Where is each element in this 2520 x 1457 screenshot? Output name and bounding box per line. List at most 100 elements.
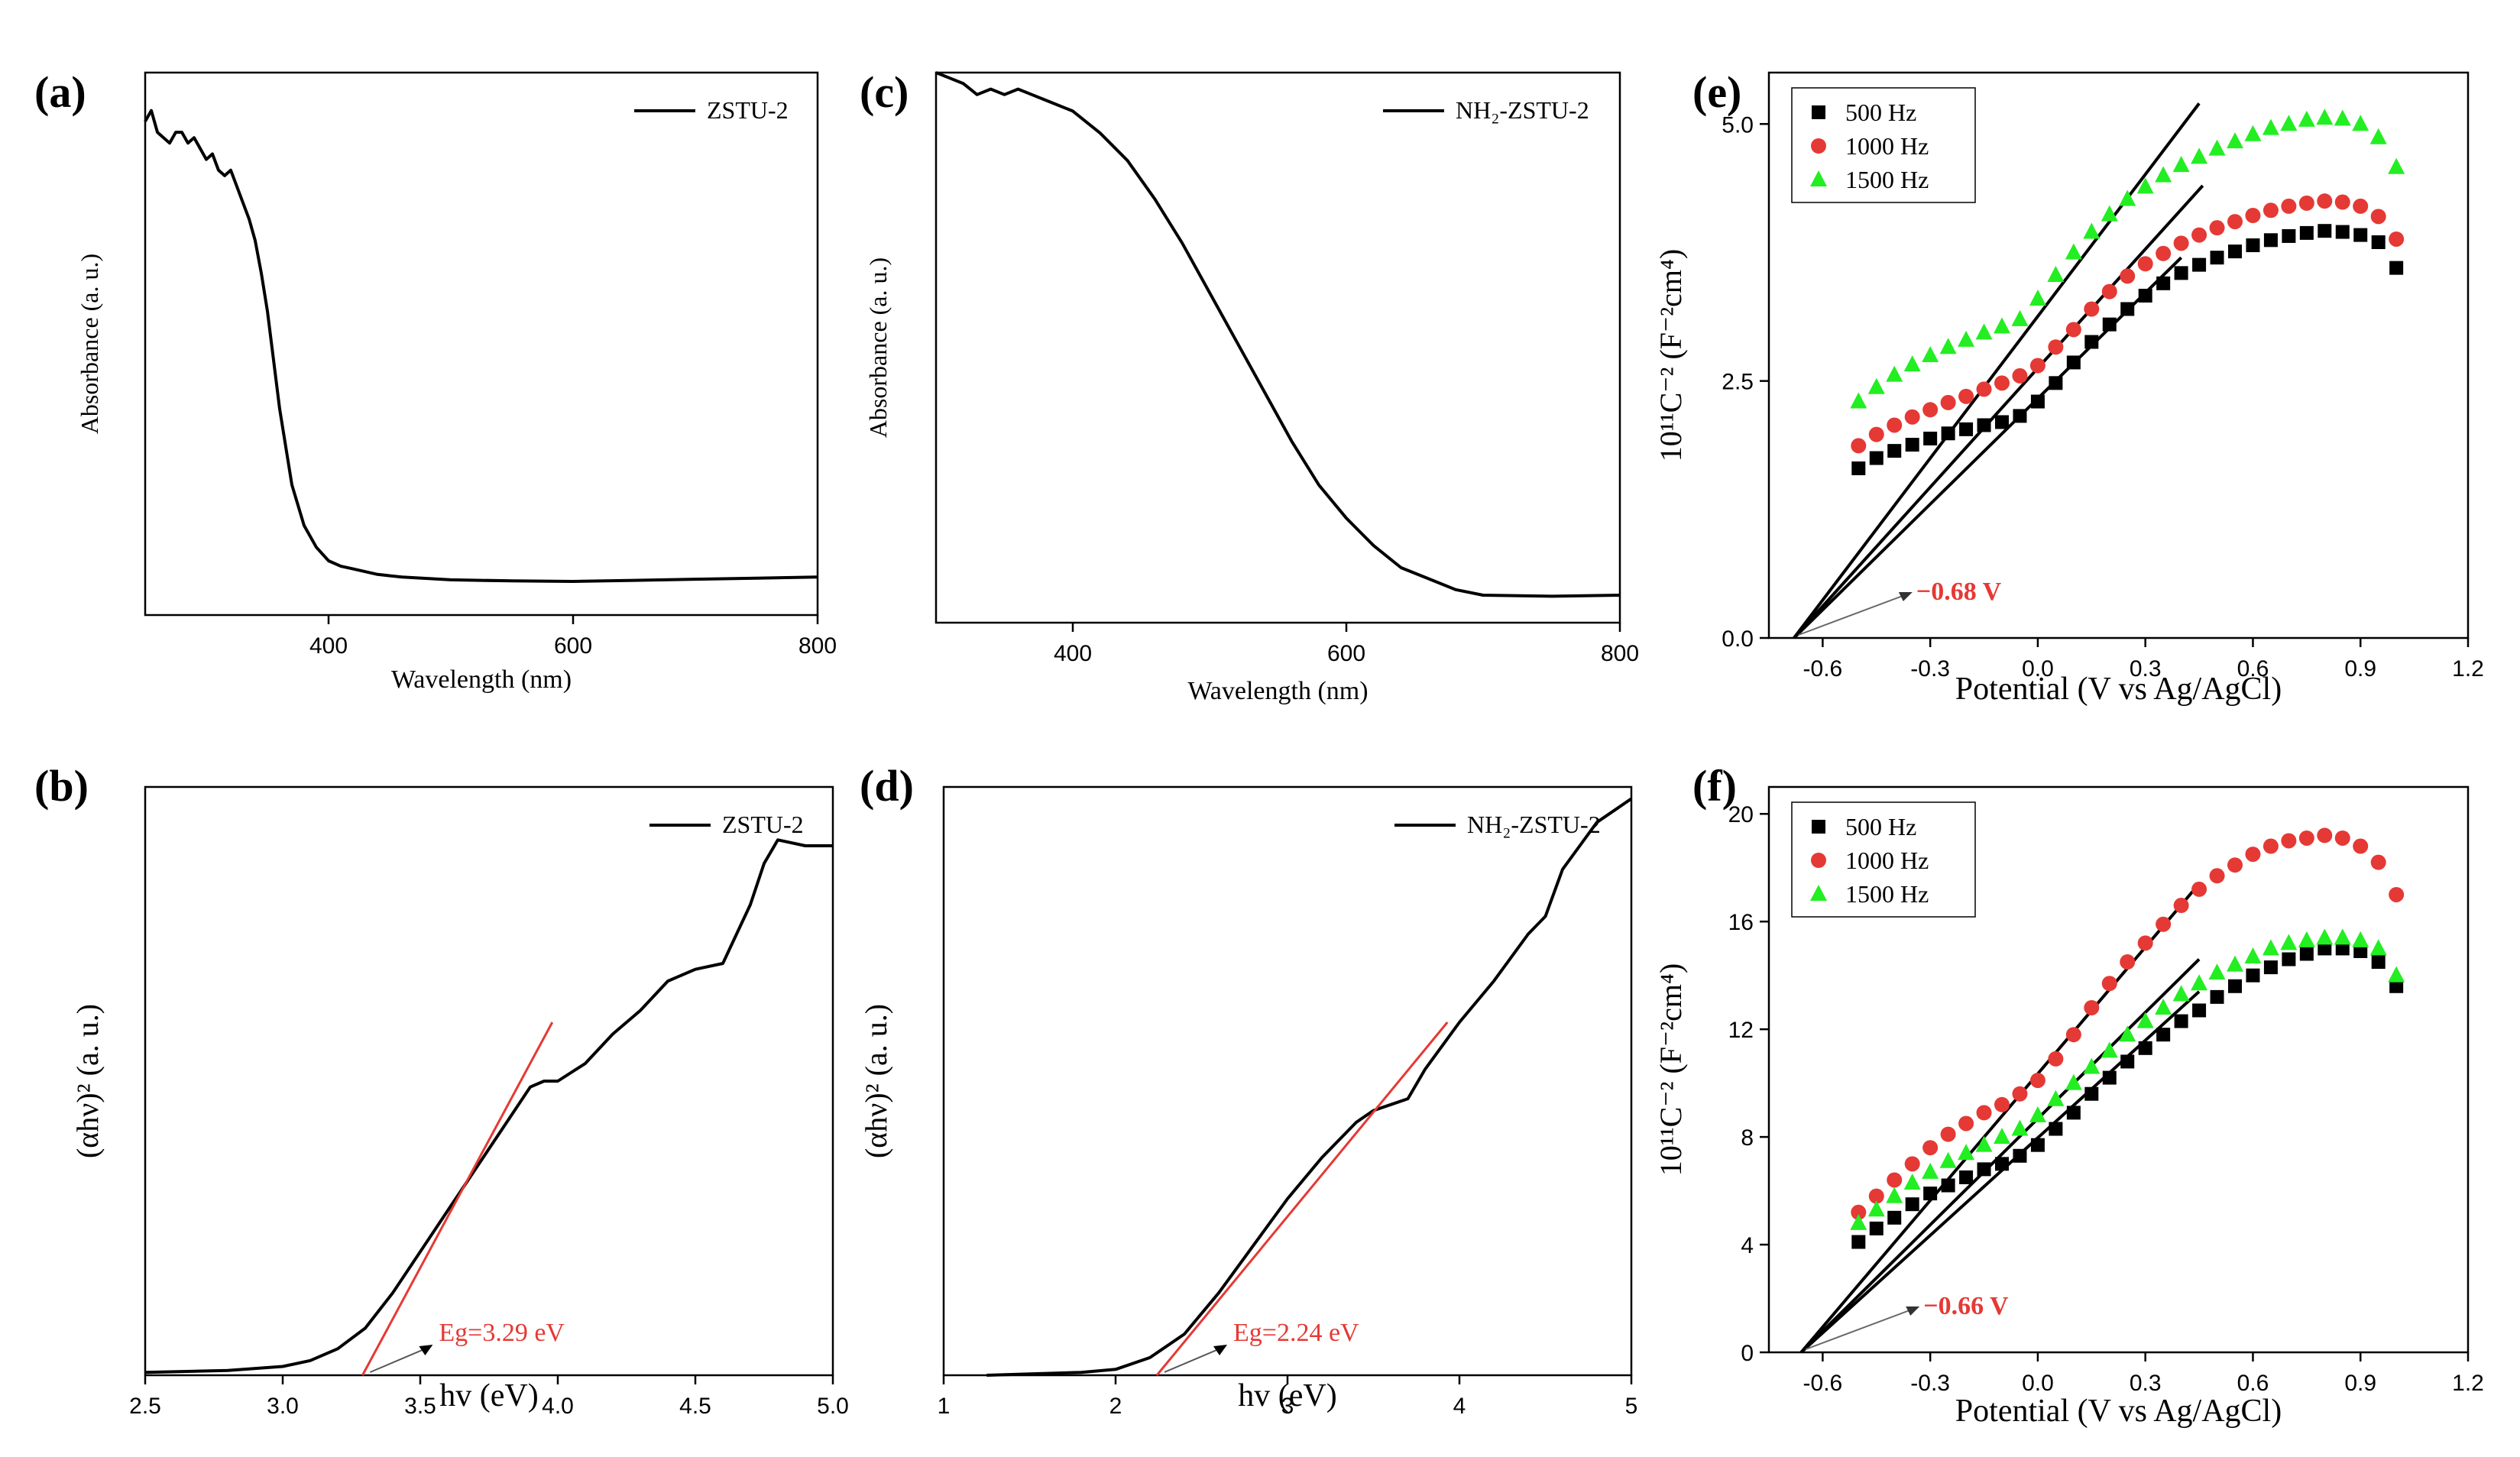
data-point-square: [2030, 1138, 2045, 1152]
data-point-circle: [2353, 198, 2369, 214]
data-point-triangle: [2227, 132, 2243, 149]
x-tick-label: 4.0: [542, 1394, 574, 1419]
x-tick-label: 4: [1453, 1394, 1466, 1419]
data-point-square: [2102, 1070, 2117, 1085]
data-point-circle: [2245, 208, 2261, 224]
y-tick-label: 5.0: [1722, 112, 1754, 138]
x-tick-label: 0.0: [2022, 656, 2054, 682]
x-tick-label: 1: [938, 1394, 951, 1419]
data-point-square: [2335, 941, 2350, 956]
data-point-square: [1812, 105, 1825, 119]
data-point-circle: [1851, 1204, 1867, 1220]
x-tick-label: 3.0: [267, 1394, 299, 1419]
data-point-circle: [2084, 999, 2100, 1015]
data-point-triangle: [2047, 266, 2065, 283]
data-point-circle: [1922, 1140, 1939, 1156]
x-tick-label: -0.3: [1910, 1371, 1950, 1396]
panel-label-f: (f): [1692, 761, 1737, 811]
legend-label: ZSTU-2: [722, 811, 804, 838]
data-point-square: [2335, 225, 2350, 239]
x-tick-label: 800: [1601, 641, 1639, 666]
x-tick-label: 5.0: [817, 1394, 849, 1419]
data-point-triangle: [2136, 1012, 2154, 1028]
data-point-circle: [2048, 339, 2064, 355]
data-point-square: [2389, 261, 2404, 275]
data-point-triangle: [2316, 928, 2334, 945]
data-point-square: [2263, 960, 2278, 975]
annotation-text: Eg=3.29 eV: [439, 1319, 565, 1347]
data-point-square: [2210, 251, 2224, 265]
data-point-square: [2084, 335, 2099, 349]
data-point-square: [1941, 426, 1955, 441]
data-point-square: [2282, 952, 2296, 966]
data-point-square: [1941, 1178, 1955, 1193]
data-point-square: [2120, 302, 2135, 316]
data-point-square: [2353, 228, 2368, 242]
data-point-triangle: [1810, 885, 1827, 901]
panel-d: (d) 1 2 3 4 5 hv (eV) (αhν)² (a. u.) Eg=2.24 eV N…: [859, 761, 1637, 1419]
legend-label: NH₂-ZSTU-2: [1467, 811, 1601, 838]
x-tick-label: 1.2: [2452, 1371, 2484, 1396]
x-tick-label: 2: [1109, 1394, 1122, 1419]
panel-a: (a) 400 600 800 Wavelength (nm) Absorbance (a…: [34, 67, 837, 694]
data-point-square: [2210, 989, 2224, 1004]
x-tick-label: 5: [1625, 1394, 1638, 1419]
data-point-triangle: [2262, 939, 2279, 956]
y-axis-label-d: (αhν)² (a. u.): [859, 1004, 893, 1158]
data-point-square: [1923, 431, 1938, 445]
mott-schottky-fit-line: [1793, 184, 2204, 639]
data-point-circle: [2334, 830, 2350, 846]
data-point-triangle: [1994, 1128, 2010, 1145]
y-axis-label-f: 10¹¹C⁻² (F⁻²cm⁴): [1654, 963, 1688, 1177]
data-point-circle: [2298, 830, 2314, 846]
y-axis-label-e: 10¹¹C⁻² (F⁻²cm⁴): [1654, 249, 1688, 462]
annotation-arrowhead: [419, 1345, 433, 1355]
plot-frame-a: [144, 71, 819, 617]
mott-schottky-fit-line: [1793, 256, 2183, 639]
data-point-triangle: [2208, 139, 2226, 156]
data-point-circle: [2065, 1027, 2081, 1043]
data-point-circle: [2012, 367, 2028, 384]
y-tick-label: 0.0: [1722, 627, 1754, 652]
annotation-arrowhead: [1898, 592, 1913, 601]
data-point-square: [1887, 1210, 1902, 1225]
data-point-square: [2120, 1054, 2135, 1069]
data-point-circle: [1994, 375, 2010, 391]
x-tick-label: 3.5: [404, 1394, 436, 1419]
data-point-circle: [1904, 409, 1920, 425]
data-point-triangle: [2119, 1025, 2136, 1042]
data-point-circle: [2262, 202, 2279, 219]
data-point-square: [2192, 1003, 2207, 1018]
data-point-triangle: [2280, 115, 2298, 131]
panel-label-c: (c): [860, 67, 909, 117]
data-point-circle: [1940, 394, 1956, 410]
data-point-triangle: [2155, 998, 2172, 1015]
x-tick-label: -0.6: [1803, 656, 1843, 682]
data-point-triangle: [1958, 1144, 1975, 1161]
data-point-circle: [2389, 231, 2405, 247]
tangent-fit-line: [1155, 1022, 1449, 1376]
data-point-triangle: [2352, 931, 2369, 947]
x-tick-label: 0.6: [2237, 1371, 2269, 1396]
mott-schottky-fit-line: [1793, 102, 2201, 639]
x-axis-label-c: Wavelength (nm): [1187, 677, 1368, 705]
data-point-circle: [2317, 827, 2333, 843]
legend-label: 1000 Hz: [1845, 847, 1929, 874]
data-point-triangle: [1975, 1135, 1993, 1152]
annotation-arrow: [1805, 1307, 1916, 1350]
data-point-circle: [1904, 1156, 1920, 1172]
data-point-circle: [2262, 838, 2279, 854]
data-point-square: [1905, 1197, 1919, 1212]
x-tick-label: 0.9: [2344, 656, 2376, 682]
data-point-square: [2246, 238, 2260, 253]
data-point-triangle: [2244, 125, 2262, 141]
data-point-triangle: [2369, 128, 2387, 144]
panel-label-a: (a): [34, 67, 86, 117]
legend-label: NH₂-ZSTU-2: [1456, 96, 1589, 124]
data-point-square: [2156, 276, 2171, 290]
data-point-triangle: [2262, 118, 2279, 135]
data-point-circle: [2137, 256, 2153, 272]
plot-frame-f: [1767, 785, 2470, 1354]
x-tick-label: 0.9: [2344, 1371, 2376, 1396]
data-point-triangle: [2172, 985, 2190, 1002]
